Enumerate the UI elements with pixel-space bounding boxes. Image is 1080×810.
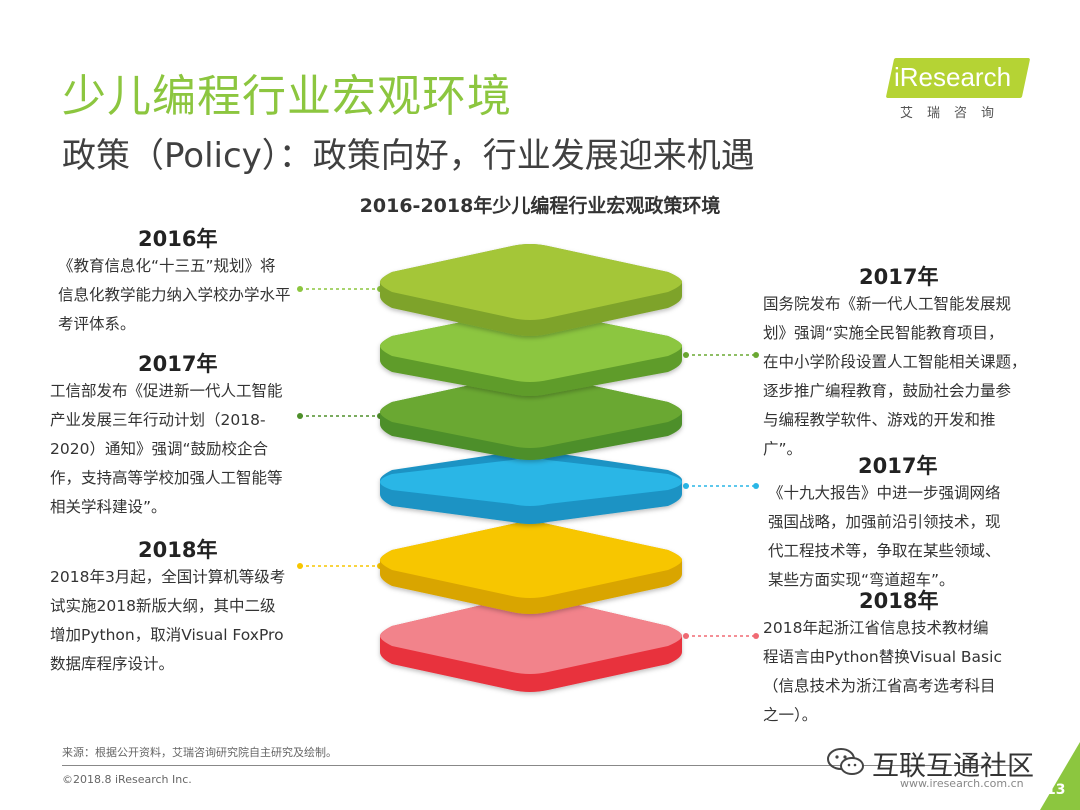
logo-text: iResearch bbox=[894, 62, 1012, 92]
page-number: 13 bbox=[1046, 782, 1066, 798]
policy-text: 《十九大报告》中进一步强调网络 强国战略，加强前沿引领技术，现 代工程技术等，争… bbox=[768, 484, 1001, 589]
policy-right-2017b: 2017年 《十九大报告》中进一步强调网络 强国战略，加强前沿引领技术，现 代工… bbox=[768, 453, 1038, 595]
footer-divider bbox=[62, 765, 1022, 766]
policy-text: 国务院发布《新一代人工智能发展规 划》强调“实施全民智能教育项目， 在中小学阶段… bbox=[763, 295, 1027, 458]
diagram-title: 2016-2018年少儿编程行业宏观政策环境 bbox=[359, 195, 721, 217]
policy-right-2018: 2018年 2018年起浙江省信息技术教材编 程语言由Python替换Visua… bbox=[763, 588, 1043, 730]
policy-left-2016: 2016年 《教育信息化“十三五”规划》将 信息化教学能力纳入学校办学水平 考评… bbox=[58, 226, 308, 339]
source-note: 来源：根据公开资料，艾瑞咨询研究院自主研究及绘制。 bbox=[62, 746, 337, 759]
layer-green bbox=[380, 310, 682, 396]
policy-text: 工信部发布《促进新一代人工智能 产业发展三年行动计划（2018- 2020）通知… bbox=[50, 382, 283, 516]
wechat-icon bbox=[827, 748, 864, 775]
connector-right-2017a bbox=[683, 352, 759, 358]
wechat-watermark: 互联互通社区 bbox=[826, 742, 1056, 782]
policy-year: 2017年 bbox=[858, 454, 938, 478]
policy-text: 2018年起浙江省信息技术教材编 程语言由Python替换Visual Basi… bbox=[763, 619, 1002, 724]
policy-year: 2017年 bbox=[859, 265, 939, 289]
website-url: www.iresearch.com.cn bbox=[900, 777, 1024, 790]
policy-year: 2018年 bbox=[138, 538, 218, 562]
policy-year: 2017年 bbox=[138, 352, 218, 376]
copyright: ©2018.8 iResearch Inc. bbox=[62, 773, 192, 786]
policy-right-2017a: 2017年 国务院发布《新一代人工智能发展规 划》强调“实施全民智能教育项目， … bbox=[763, 264, 1043, 464]
policy-left-2018: 2018年 2018年3月起，全国计算机等级考 试实施2018新版大纲，其中二级… bbox=[50, 537, 310, 679]
page-corner bbox=[1040, 742, 1080, 810]
connector-right-2017b bbox=[683, 483, 759, 489]
connector-right-2018 bbox=[683, 633, 759, 639]
slide-subtitle: 政策（Policy）：政策向好，行业发展迎来机遇 bbox=[62, 136, 755, 176]
policy-year: 2018年 bbox=[859, 589, 939, 613]
layer-red bbox=[380, 596, 682, 692]
policy-text: 2018年3月起，全国计算机等级考 试实施2018新版大纲，其中二级 增加Pyt… bbox=[50, 568, 286, 673]
layer-lime bbox=[380, 244, 682, 336]
layer-yellow bbox=[380, 522, 682, 614]
iresearch-logo: iResearch 艾瑞咨询 bbox=[885, 58, 1031, 124]
policy-year: 2016年 bbox=[138, 227, 218, 251]
policy-left-2017: 2017年 工信部发布《促进新一代人工智能 产业发展三年行动计划（2018- 2… bbox=[50, 351, 310, 522]
layer-blue bbox=[380, 450, 682, 524]
policy-text: 《教育信息化“十三五”规划》将 信息化教学能力纳入学校办学水平 考评体系。 bbox=[58, 257, 291, 333]
slide-title: 少儿编程行业宏观环境 bbox=[62, 71, 512, 122]
watermark-text: 互联互通社区 bbox=[872, 751, 1034, 782]
layer-dark-green bbox=[380, 374, 682, 460]
logo-subtext: 艾瑞咨询 bbox=[900, 106, 1009, 121]
connector-left-2016 bbox=[297, 286, 383, 292]
